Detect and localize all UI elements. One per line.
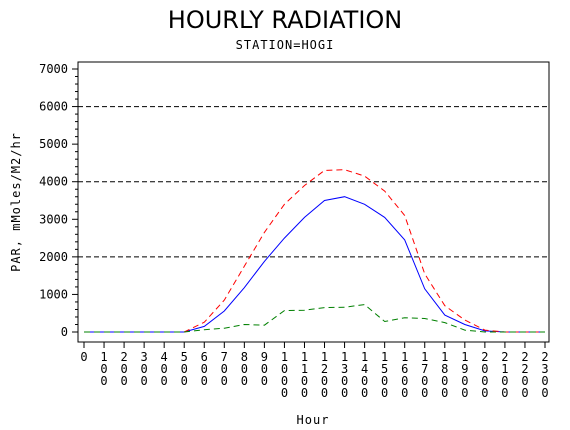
y-tick-label: 5000	[39, 137, 68, 151]
y-tick-label: 1000	[39, 287, 68, 301]
y-tick-label: 2000	[39, 250, 68, 264]
reference-lines	[78, 106, 549, 258]
series-line-2	[84, 169, 545, 333]
y-tick-label: 0	[61, 325, 68, 339]
y-tick-label: 3000	[39, 212, 68, 226]
y-tick-label: 7000	[39, 62, 68, 76]
plot-frame	[77, 61, 550, 343]
series-line-3	[84, 304, 545, 333]
y-axis: 0 1000 2000 3000 4000 5000 6000 7000	[39, 62, 78, 339]
y-tick-label: 6000	[39, 100, 68, 114]
y-tick-label: 4000	[39, 175, 68, 189]
x-tick-label: 0	[80, 350, 87, 364]
x-axis: 0 1 0 0 2 0 0 3 0 0 4 0 0 5 0 0 6 0 0 7 0 0 8 0 0 9 0 0 1 0 0 0 1 1 0 0 1 2 0 0…	[80, 342, 549, 400]
x-axis-label: Hour	[297, 413, 330, 427]
chart-subtitle: STATION=HOGI	[235, 38, 335, 52]
chart-title: HOURLY RADIATION	[167, 6, 403, 34]
series-line-1	[84, 196, 545, 333]
series-layer	[83, 169, 546, 333]
y-axis-label: PAR, mMoles/M2/hr	[9, 132, 23, 272]
